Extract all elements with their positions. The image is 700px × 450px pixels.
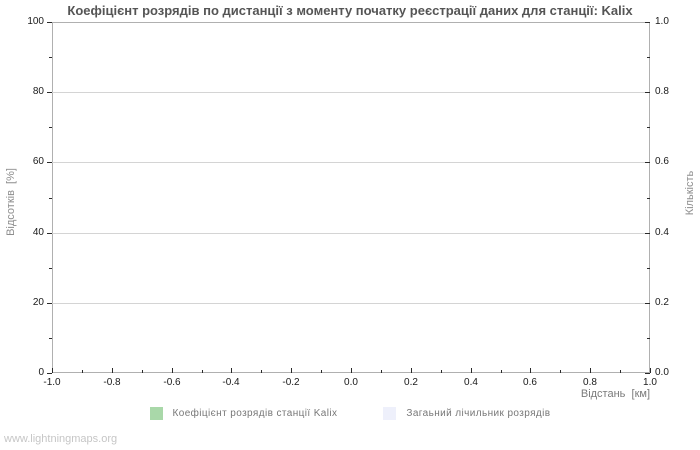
y-right-tick-label: 0.8 xyxy=(655,86,669,97)
x-axis-tick-label: -0.6 xyxy=(163,377,181,388)
legend-label: Загаьний лічильник розрядів xyxy=(406,408,551,419)
x-minor-tick-mark xyxy=(381,370,382,373)
y-left-tick-mark xyxy=(47,233,52,234)
x-minor-tick-mark xyxy=(202,370,203,373)
gridline-horizontal xyxy=(52,92,650,93)
y-right-minor-tick-mark xyxy=(647,198,650,199)
legend-label: Коефіцієнт розрядів станції Kalix xyxy=(172,408,338,419)
x-tick-mark xyxy=(471,368,472,373)
y-right-tick-label: 1.0 xyxy=(655,16,669,27)
x-minor-tick-mark xyxy=(501,370,502,373)
x-axis-label: Відстань [км] xyxy=(580,388,650,400)
y-left-tick-mark xyxy=(47,373,52,374)
x-axis-tick-label: 0.8 xyxy=(583,377,597,388)
y-left-tick-label: 0 xyxy=(38,367,44,378)
y-right-minor-tick-mark xyxy=(647,127,650,128)
x-minor-tick-mark xyxy=(321,370,322,373)
x-tick-mark xyxy=(650,368,651,373)
y-right-tick-mark xyxy=(645,162,650,163)
y-left-tick-mark xyxy=(47,92,52,93)
left-axis-label: Відсотків [%] xyxy=(5,168,17,236)
x-axis-tick-label: 0.6 xyxy=(523,377,537,388)
x-axis-tick-label: -1.0 xyxy=(43,377,61,388)
x-tick-mark xyxy=(411,368,412,373)
legend: Коефіцієнт розрядів станції Kalix Загаьни… xyxy=(0,407,700,420)
y-left-tick-label: 80 xyxy=(32,86,44,97)
y-left-tick-label: 100 xyxy=(27,16,44,27)
y-left-tick-label: 20 xyxy=(32,297,44,308)
x-axis-tick-label: 0.4 xyxy=(464,377,478,388)
y-right-minor-tick-mark xyxy=(647,268,650,269)
legend-item: Коефіцієнт розрядів станції Kalix xyxy=(149,407,338,420)
gridline-horizontal xyxy=(52,233,650,234)
y-right-tick-label: 0.6 xyxy=(655,156,669,167)
plot-area xyxy=(52,22,650,373)
y-right-tick-label: 0.0 xyxy=(655,367,669,378)
x-tick-mark xyxy=(291,368,292,373)
x-minor-tick-mark xyxy=(441,370,442,373)
y-left-tick-mark xyxy=(47,162,52,163)
gridline-horizontal xyxy=(52,162,650,163)
y-left-minor-tick-mark xyxy=(49,57,52,58)
y-left-tick-mark xyxy=(47,303,52,304)
y-left-minor-tick-mark xyxy=(49,127,52,128)
x-tick-mark xyxy=(530,368,531,373)
y-left-tick-label: 60 xyxy=(32,156,44,167)
y-left-tick-label: 40 xyxy=(32,227,44,238)
y-right-tick-mark xyxy=(645,233,650,234)
x-minor-tick-mark xyxy=(142,370,143,373)
y-right-tick-mark xyxy=(645,373,650,374)
y-right-minor-tick-mark xyxy=(647,338,650,339)
y-left-minor-tick-mark xyxy=(49,198,52,199)
x-axis-tick-label: -0.8 xyxy=(103,377,121,388)
watermark-link[interactable]: www.lightningmaps.org xyxy=(4,433,118,445)
y-left-tick-mark xyxy=(47,22,52,23)
y-left-minor-tick-mark xyxy=(49,268,52,269)
y-right-tick-label: 0.2 xyxy=(655,297,669,308)
legend-item: Загаьний лічильник розрядів xyxy=(383,407,550,420)
legend-swatch xyxy=(383,407,397,420)
right-axis-label: Кількість xyxy=(684,170,696,216)
gridline-horizontal xyxy=(52,303,650,304)
chart-title: Коефіцієнт розрядів по дистанції з момен… xyxy=(67,3,633,18)
x-tick-mark xyxy=(351,368,352,373)
x-tick-mark xyxy=(52,368,53,373)
x-tick-mark xyxy=(231,368,232,373)
x-minor-tick-mark xyxy=(620,370,621,373)
y-right-tick-label: 0.4 xyxy=(655,227,669,238)
x-minor-tick-mark xyxy=(261,370,262,373)
x-axis-tick-label: -0.4 xyxy=(222,377,240,388)
x-tick-mark xyxy=(590,368,591,373)
x-axis-tick-label: 1.0 xyxy=(643,377,657,388)
y-left-minor-tick-mark xyxy=(49,338,52,339)
y-right-tick-mark xyxy=(645,92,650,93)
x-axis-tick-label: 0.0 xyxy=(344,377,358,388)
x-axis-tick-label: -0.2 xyxy=(282,377,300,388)
x-axis-tick-label: 0.2 xyxy=(404,377,418,388)
legend-swatch xyxy=(149,407,163,420)
x-tick-mark xyxy=(172,368,173,373)
y-right-tick-mark xyxy=(645,303,650,304)
y-right-tick-mark xyxy=(645,22,650,23)
x-minor-tick-mark xyxy=(82,370,83,373)
y-right-minor-tick-mark xyxy=(647,57,650,58)
x-tick-mark xyxy=(112,368,113,373)
x-minor-tick-mark xyxy=(560,370,561,373)
